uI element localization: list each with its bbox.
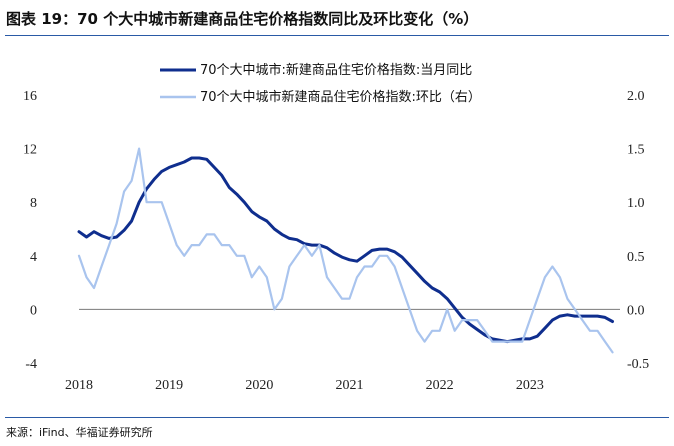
legend: 70个大中城市:新建商品住宅价格指数:当月同比 70个大中城市新建商品住宅价格指数… <box>160 62 481 105</box>
chart-title: 图表 19：70 个大中城市新建商品住宅价格指数同比及环比变化（%） <box>6 10 479 28</box>
bottom-rule <box>5 417 669 418</box>
y-left-tick-label: 16 <box>23 89 37 104</box>
chart-area: 2018 2019 2020 2021 2022 2023 -4 0 4 8 12 16 -0.5 0.0… <box>23 62 649 393</box>
x-tick-label: 2018 <box>65 378 93 393</box>
source-note: 来源：iFind、华福证券研究所 <box>6 426 153 439</box>
legend-item-mom: 70个大中城市新建商品住宅价格指数:环比（右） <box>160 89 481 105</box>
y-left-tick-label: 8 <box>30 196 37 211</box>
x-tick-label: 2022 <box>426 378 454 393</box>
y-left-tick-label: 4 <box>30 250 37 265</box>
x-tick-label: 2020 <box>245 378 273 393</box>
y-right-tick-label: 0.5 <box>627 250 645 265</box>
x-tick-label: 2021 <box>336 378 364 393</box>
series-line-mom <box>77 147 614 354</box>
y-right-tick-label: 2.0 <box>627 89 645 104</box>
y-left-tick-label: 12 <box>23 143 37 158</box>
top-rule <box>5 35 669 36</box>
y-right-tick-label: 1.5 <box>627 143 645 158</box>
legend-label: 70个大中城市新建商品住宅价格指数:环比（右） <box>200 89 481 105</box>
y-right-tick-label: 1.0 <box>627 196 645 211</box>
y-left-tick-label: -4 <box>25 357 37 372</box>
legend-item-yoy: 70个大中城市:新建商品住宅价格指数:当月同比 <box>160 62 472 78</box>
x-tick-label: 2019 <box>155 378 183 393</box>
y-right-tick-label: 0.0 <box>627 303 645 318</box>
y-left-tick-label: 0 <box>30 303 37 318</box>
series-lines <box>77 147 614 354</box>
axes: 2018 2019 2020 2021 2022 2023 -4 0 4 8 12 16 -0.5 0.0… <box>23 89 649 393</box>
legend-label: 70个大中城市:新建商品住宅价格指数:当月同比 <box>200 62 472 78</box>
y-right-tick-label: -0.5 <box>627 357 649 372</box>
x-tick-label: 2023 <box>516 378 544 393</box>
